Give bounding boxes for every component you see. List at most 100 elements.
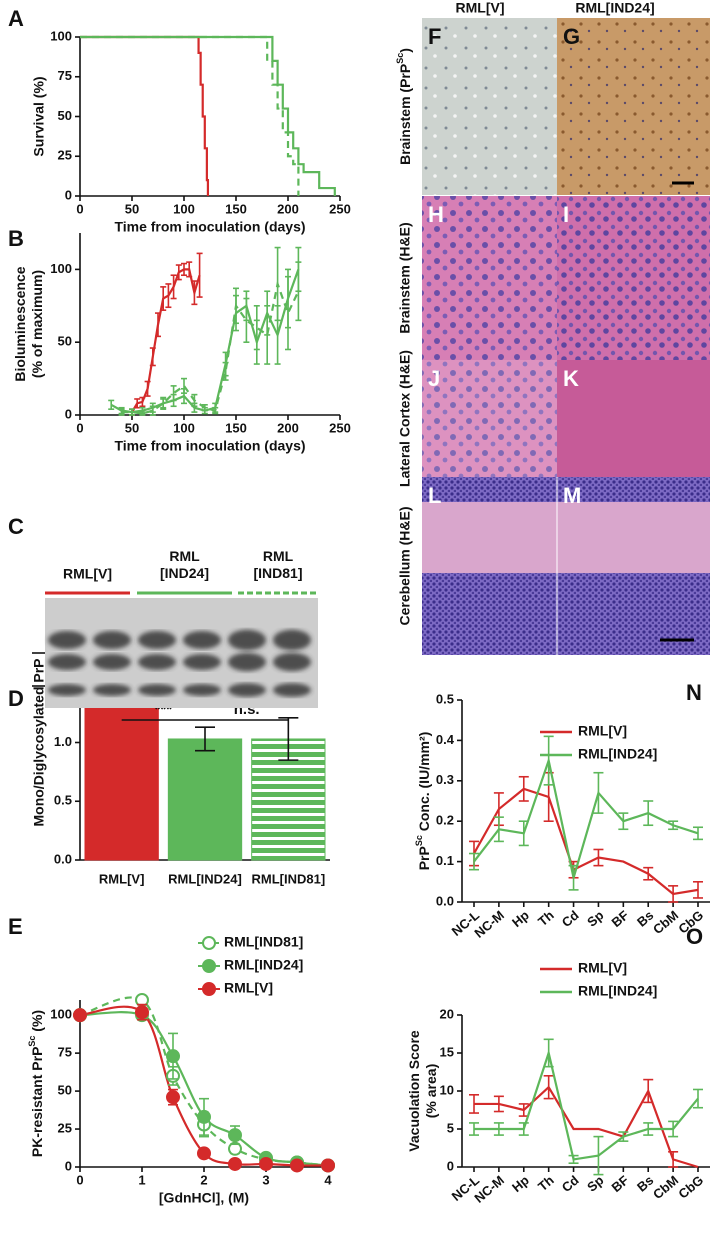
x-tick-label: Hp: [509, 907, 532, 930]
blot-band: [138, 654, 176, 670]
y-tick-label: 5: [447, 1120, 454, 1135]
x-tick-label: 3: [262, 1172, 269, 1187]
data-point: [228, 1156, 242, 1171]
data-point: [166, 1090, 180, 1105]
image-k: [557, 360, 710, 477]
y-axis-label: Vacuolation Score: [406, 1030, 422, 1152]
x-tick-label: Cd: [559, 1172, 582, 1195]
blot-band: [48, 684, 86, 696]
panel-letter: G: [563, 24, 580, 49]
blot-band: [183, 684, 221, 696]
data-point: [259, 1156, 273, 1171]
x-tick-label: 150: [225, 420, 247, 435]
y-tick-label: 0.5: [436, 691, 454, 706]
micrograph-images: [422, 18, 710, 655]
lane-label: RML: [263, 548, 294, 564]
legend-marker: [202, 936, 216, 950]
y-axis-label: Mono/Diglycosylated PrP: [31, 658, 47, 826]
x-tick-label: RML[IND24]: [168, 871, 242, 886]
data-point: [166, 1049, 180, 1064]
legend-label: RML[IND24]: [578, 746, 657, 762]
panel-letter: I: [563, 202, 569, 227]
row-label: Brainstem (PrPSc): [395, 48, 412, 165]
blot-band: [93, 684, 131, 696]
y-tick-label: 50: [58, 334, 72, 349]
data-point: [290, 1158, 304, 1173]
legend-marker: [202, 959, 216, 973]
x-tick-label: 200: [277, 420, 299, 435]
bar: [167, 738, 243, 861]
y-tick-label: 0: [447, 1158, 454, 1173]
y-axis-label-part: Sc: [414, 835, 424, 846]
lane-label: [IND81]: [253, 565, 302, 581]
x-tick-label: Th: [535, 907, 557, 929]
fit-curve: [79, 996, 329, 1167]
row-label: Lateral Cortex (H&E): [397, 350, 413, 487]
y-tick-label: 50: [58, 1083, 72, 1098]
blot-band: [228, 683, 266, 697]
series-line: [80, 35, 300, 196]
x-tick-label: BF: [609, 907, 632, 930]
x-tick-label: 1: [138, 1172, 145, 1187]
panel-letter: L: [428, 483, 441, 508]
x-tick-label: RML[IND81]: [251, 871, 325, 886]
x-tick-label: 100: [173, 420, 195, 435]
legend-label: RML[IND24]: [224, 957, 303, 973]
series-line: [110, 269, 300, 414]
y-tick-label: 0: [65, 406, 72, 421]
x-tick-label: Sp: [584, 1172, 606, 1194]
x-tick-label: 0: [76, 1172, 83, 1187]
lane-label: [IND24]: [160, 565, 209, 581]
fit-curve: [79, 1011, 329, 1167]
series-line: [80, 35, 210, 196]
x-tick-label: RML[V]: [99, 871, 145, 886]
y-axis-label: PK-resistant PrPSc (%): [27, 1010, 44, 1157]
y-tick-label: 75: [58, 1045, 72, 1060]
legend-label: RML[V]: [578, 723, 627, 739]
x-tick-label: BF: [609, 1172, 632, 1195]
series-line: [473, 787, 699, 896]
x-tick-label: 4: [324, 1172, 332, 1187]
image-i: [557, 196, 710, 360]
y-tick-label: 0.2: [436, 813, 454, 828]
y-tick-label: 100: [50, 28, 72, 43]
lane-label: RML[V]: [63, 566, 112, 582]
x-tick-label: 250: [329, 201, 351, 216]
y-tick-label: 0.4: [436, 732, 455, 747]
row-label-part: Sc: [395, 53, 405, 64]
panel-letter: A: [8, 6, 24, 31]
y-tick-label: 0: [65, 187, 72, 202]
panel-letter: J: [428, 366, 440, 391]
y-axis-label-part: Conc. (IU/mm²): [416, 732, 432, 835]
x-tick-label: CbM: [650, 907, 681, 937]
data-point: [321, 1158, 335, 1173]
row-label-part: Brainstem (PrP: [397, 64, 413, 165]
y-axis-label-part: Sc: [27, 1036, 37, 1047]
blot-band: [48, 654, 86, 670]
x-tick-label: CbM: [650, 1172, 681, 1202]
y-axis-label: PrPSc Conc. (IU/mm²): [414, 732, 431, 871]
blot-band: [183, 654, 221, 670]
blot-band: [228, 652, 266, 672]
x-tick-label: Sp: [584, 907, 606, 929]
x-tick-label: Cd: [559, 907, 582, 930]
y-tick-label: 0.0: [54, 851, 72, 866]
blot-band: [48, 631, 86, 649]
blot-band: [93, 631, 131, 649]
y-tick-label: 0.1: [436, 853, 454, 868]
y-axis-label-part: PK-resistant PrP: [29, 1047, 45, 1157]
y-tick-label: 100: [50, 1007, 72, 1022]
blot-band: [138, 684, 176, 696]
y-axis-label: Bioluminescence: [12, 266, 28, 381]
legend-label: RML[V]: [224, 980, 273, 996]
blot-image: [45, 598, 318, 708]
x-tick-label: 150: [225, 201, 247, 216]
x-tick-label: CbG: [675, 1172, 706, 1201]
x-tick-label: 0: [76, 201, 83, 216]
panel-letter: M: [563, 483, 581, 508]
x-tick-label: NC-M: [471, 1172, 507, 1205]
series-line: [474, 1048, 699, 1161]
blot-band: [273, 683, 311, 697]
legend-label: RML[IND24]: [578, 983, 657, 999]
data-point: [73, 1008, 87, 1023]
